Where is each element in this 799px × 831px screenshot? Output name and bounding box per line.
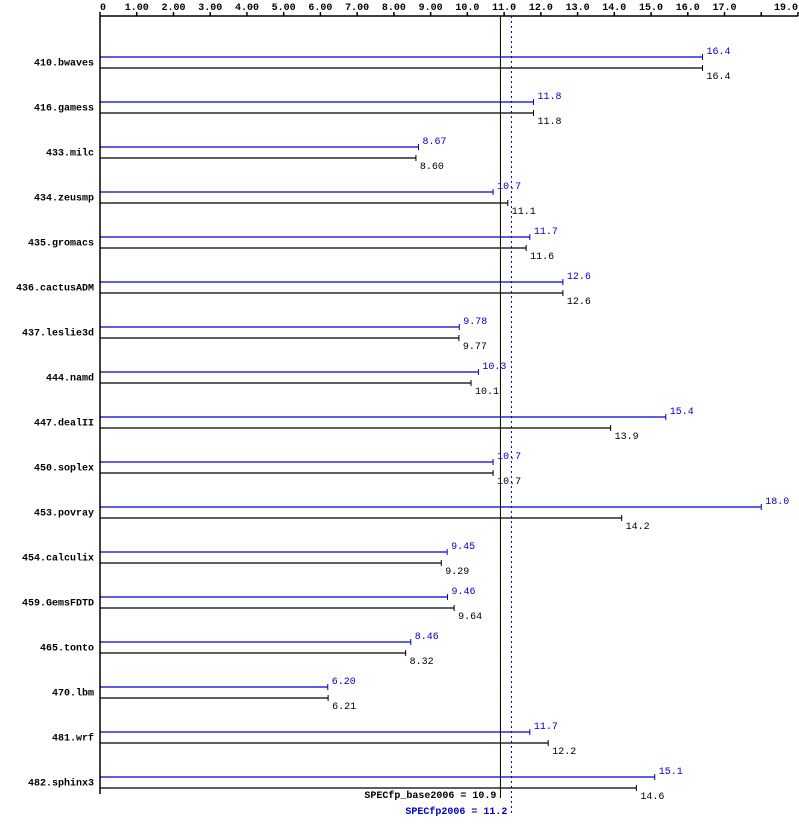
base-value: 11.8 — [537, 117, 561, 128]
peak-value: 8.67 — [423, 137, 447, 148]
x-tick-label: 0 — [100, 3, 106, 14]
base-value: 14.2 — [626, 522, 650, 533]
benchmark-label: 434.zeusmp — [34, 194, 94, 205]
x-tick-label: 9.00 — [419, 3, 443, 14]
peak-value: 18.0 — [765, 497, 789, 508]
base-value: 12.6 — [567, 297, 591, 308]
peak-value: 12.6 — [567, 272, 591, 283]
base-value: 13.9 — [615, 432, 639, 443]
benchmark-label: 453.povray — [34, 509, 94, 520]
x-tick-label: 14.0 — [602, 3, 626, 14]
base-value: 8.32 — [410, 657, 434, 668]
x-tick-label: 2.00 — [161, 3, 185, 14]
x-tick-label: 10.0 — [455, 3, 479, 14]
peak-value: 16.4 — [706, 47, 730, 58]
benchmark-label: 454.calculix — [22, 553, 94, 565]
x-tick-label: 11.0 — [492, 3, 516, 14]
x-tick-label: 7.00 — [345, 3, 369, 14]
base-value: 14.6 — [640, 792, 664, 803]
base-value: 11.6 — [530, 252, 554, 263]
base-value: 12.2 — [552, 747, 576, 758]
benchmark-label: 481.wrf — [52, 733, 94, 745]
peak-value: 11.7 — [534, 722, 558, 733]
benchmark-label: 435.gromacs — [28, 239, 94, 250]
base-value: 6.21 — [332, 702, 356, 713]
benchmark-label: 410.bwaves — [34, 58, 94, 70]
x-tick-label: 17.0 — [713, 3, 737, 14]
benchmark-label: 416.gamess — [34, 104, 94, 115]
benchmark-label: 436.cactusADM — [16, 284, 94, 295]
peak-value: 10.7 — [497, 182, 521, 193]
peak-value: 6.20 — [332, 677, 356, 688]
base-value: 16.4 — [706, 72, 730, 83]
x-tick-label: 19.0 — [774, 3, 798, 14]
benchmark-label: 450.soplex — [34, 463, 94, 475]
peak-value: 11.8 — [537, 92, 561, 103]
peak-value: 9.46 — [452, 587, 476, 598]
benchmark-label: 470.lbm — [52, 688, 94, 700]
score-label-base: SPECfp_base2006 = 10.9 — [364, 790, 496, 802]
score-label-peak: SPECfp2006 = 11.2 — [405, 806, 507, 818]
base-value: 9.77 — [463, 342, 487, 353]
peak-value: 15.1 — [659, 767, 683, 778]
x-tick-label: 12.0 — [529, 3, 553, 14]
benchmark-label: 465.tonto — [40, 644, 94, 655]
x-tick-label: 6.00 — [308, 3, 332, 14]
benchmark-label: 444.namd — [46, 373, 94, 385]
x-tick-label: 16.0 — [676, 3, 700, 14]
x-tick-label: 8.00 — [382, 3, 406, 14]
x-tick-label: 1.00 — [125, 3, 149, 14]
base-value: 10.7 — [497, 477, 521, 488]
base-value: 9.64 — [458, 612, 482, 623]
peak-value: 9.78 — [463, 317, 487, 328]
peak-value: 10.3 — [482, 362, 506, 373]
base-value: 11.1 — [512, 207, 536, 218]
x-tick-label: 5.00 — [272, 3, 296, 14]
peak-value: 10.7 — [497, 452, 521, 463]
base-value: 8.60 — [420, 162, 444, 173]
x-tick-label: 15.0 — [639, 3, 663, 14]
x-tick-label: 13.0 — [566, 3, 590, 14]
peak-value: 9.45 — [451, 542, 475, 553]
benchmark-label: 433.milc — [46, 148, 94, 160]
benchmark-label: 459.GemsFDTD — [22, 599, 94, 610]
benchmark-label: 482.sphinx3 — [28, 778, 94, 790]
benchmark-label: 447.dealII — [34, 418, 94, 430]
peak-value: 15.4 — [670, 407, 694, 418]
x-tick-label: 3.00 — [198, 3, 222, 14]
base-value: 10.1 — [475, 387, 499, 398]
base-value: 9.29 — [445, 567, 469, 578]
x-tick-label: 4.00 — [235, 3, 259, 14]
peak-value: 11.7 — [534, 227, 558, 238]
benchmark-label: 437.leslie3d — [22, 328, 94, 340]
peak-value: 8.46 — [415, 632, 439, 643]
spec-benchmark-chart: 0 1.00 2.00 3.00 4.00 5.00 6.00 7.00 8.00 9.00 10.… — [0, 0, 799, 831]
